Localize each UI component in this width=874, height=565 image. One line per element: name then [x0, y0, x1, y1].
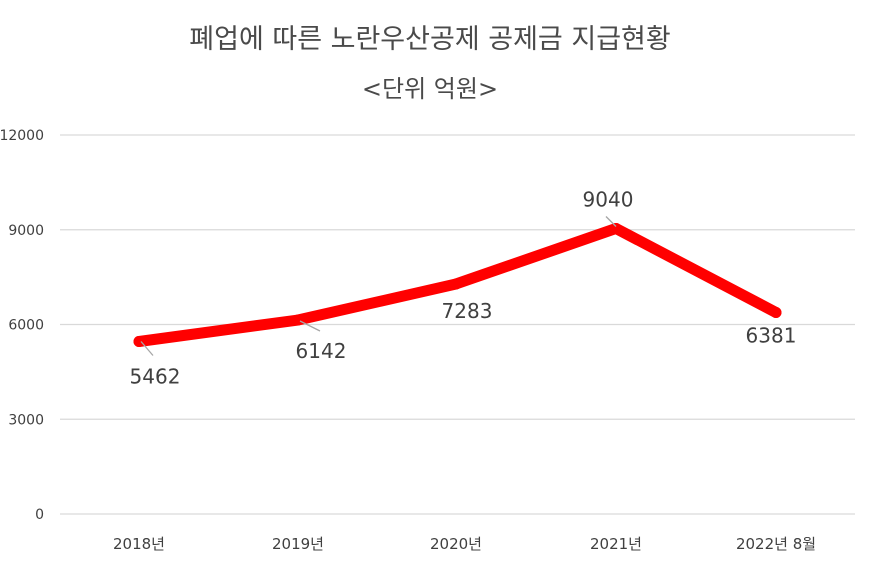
data-label: 6142 — [296, 339, 347, 363]
x-tick-label: 2018년 — [113, 535, 165, 553]
data-labels: 5462 6142 7283 9040 6381 — [130, 187, 797, 388]
data-point — [770, 306, 782, 318]
data-label: 9040 — [583, 187, 634, 211]
data-point — [450, 278, 462, 290]
x-axis-ticks: 2018년 2019년 2020년 2021년 2022년 8월 — [113, 535, 816, 553]
y-tick-label: 9000 — [8, 223, 44, 239]
data-point — [133, 335, 145, 347]
x-tick-label: 2022년 8월 — [736, 535, 816, 553]
y-tick-label: 6000 — [8, 318, 44, 334]
data-point — [610, 222, 622, 234]
data-point — [292, 314, 304, 326]
data-label: 6381 — [746, 323, 797, 347]
leader-line — [299, 320, 321, 332]
y-tick-label: 0 — [35, 507, 44, 523]
x-tick-label: 2019년 — [272, 535, 324, 553]
data-label: 7283 — [442, 299, 493, 323]
gridlines — [60, 134, 855, 515]
x-tick-label: 2021년 — [590, 535, 642, 553]
chart-title: 폐업에 따른 노란우산공제 공제금 지급현황 — [189, 24, 670, 55]
chart-subtitle: <단위 억원> — [362, 75, 498, 103]
y-axis-ticks: 0 3000 6000 9000 12000 — [0, 128, 44, 523]
series-line — [133, 222, 782, 347]
leader-line — [140, 341, 154, 356]
x-tick-label: 2020년 — [430, 535, 482, 553]
data-label: 5462 — [130, 364, 181, 388]
y-tick-label: 12000 — [0, 128, 44, 144]
leader-line — [605, 216, 617, 227]
y-tick-label: 3000 — [8, 412, 44, 428]
